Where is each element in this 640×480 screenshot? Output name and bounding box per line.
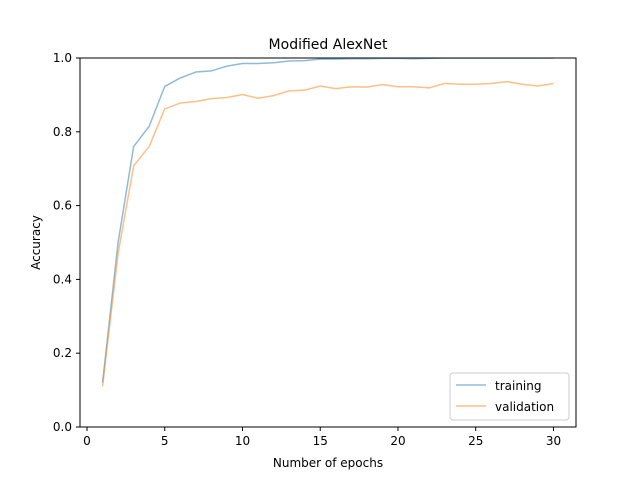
series-line-training — [101, 58, 554, 383]
chart-title: Modified AlexNet — [269, 37, 388, 53]
x-tick-label: 0 — [83, 434, 91, 448]
plot-area-frame — [79, 57, 577, 428]
legend-label-validation: validation — [495, 400, 554, 414]
series-lines — [101, 58, 554, 387]
x-tick-label: 25 — [468, 434, 483, 448]
x-tick-label: 5 — [161, 434, 169, 448]
y-axis-ticks: 0.0 0.2 0.4 0.6 0.8 1.0 — [53, 51, 80, 434]
y-tick-label: 0.4 — [53, 272, 72, 286]
legend-label-training: training — [495, 379, 542, 393]
x-tick-label: 15 — [313, 434, 328, 448]
y-axis-label: Accuracy — [29, 215, 43, 270]
y-tick-label: 0.8 — [53, 125, 72, 139]
y-tick-label: 1.0 — [53, 51, 72, 65]
x-axis-ticks: 0 5 10 15 20 25 30 — [83, 427, 561, 448]
x-tick-label: 30 — [546, 434, 561, 448]
series-line-validation — [101, 80, 554, 387]
x-axis-label: Number of epochs — [273, 456, 383, 470]
y-tick-label: 0.2 — [53, 346, 72, 360]
y-tick-label: 0.0 — [53, 420, 72, 434]
x-tick-label: 20 — [390, 434, 405, 448]
y-tick-label: 0.6 — [53, 199, 72, 213]
legend: training validation — [449, 372, 570, 421]
x-tick-label: 10 — [235, 434, 250, 448]
